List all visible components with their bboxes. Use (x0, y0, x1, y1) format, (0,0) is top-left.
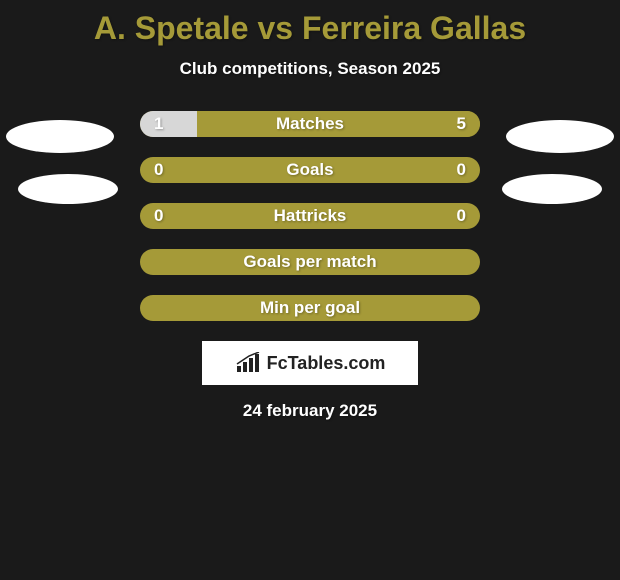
stat-left-value: 0 (154, 206, 163, 226)
stat-left-value: 1 (154, 114, 163, 134)
stat-label: Hattricks (274, 206, 347, 226)
subtitle: Club competitions, Season 2025 (0, 59, 620, 79)
stat-label: Goals per match (243, 252, 376, 272)
stat-right-value: 0 (457, 160, 466, 180)
stat-bar: 0 Hattricks 0 (140, 203, 480, 229)
stat-bar: Min per goal (140, 295, 480, 321)
page-title: A. Spetale vs Ferreira Gallas (0, 0, 620, 47)
stat-left-value: 0 (154, 160, 163, 180)
stat-row-min-per-goal: Min per goal (0, 295, 620, 321)
stat-label: Goals (286, 160, 333, 180)
stat-label: Matches (276, 114, 344, 134)
stat-bar: 1 Matches 5 (140, 111, 480, 137)
stat-row-goals: 0 Goals 0 (0, 157, 620, 183)
stat-right-value: 0 (457, 206, 466, 226)
stat-label: Min per goal (260, 298, 360, 318)
comparison-card: A. Spetale vs Ferreira Gallas Club compe… (0, 0, 620, 580)
logo-text: FcTables.com (267, 353, 386, 374)
bar-fill-left (140, 111, 197, 137)
chart-icon (235, 352, 263, 374)
stat-row-hattricks: 0 Hattricks 0 (0, 203, 620, 229)
stats-bars: 1 Matches 5 0 Goals 0 0 Hattricks 0 (0, 111, 620, 321)
stat-bar: 0 Goals 0 (140, 157, 480, 183)
source-logo: FcTables.com (202, 341, 418, 385)
stat-bar: Goals per match (140, 249, 480, 275)
footer-date: 24 february 2025 (0, 401, 620, 421)
stat-right-value: 5 (457, 114, 466, 134)
stat-row-matches: 1 Matches 5 (0, 111, 620, 137)
stat-row-goals-per-match: Goals per match (0, 249, 620, 275)
